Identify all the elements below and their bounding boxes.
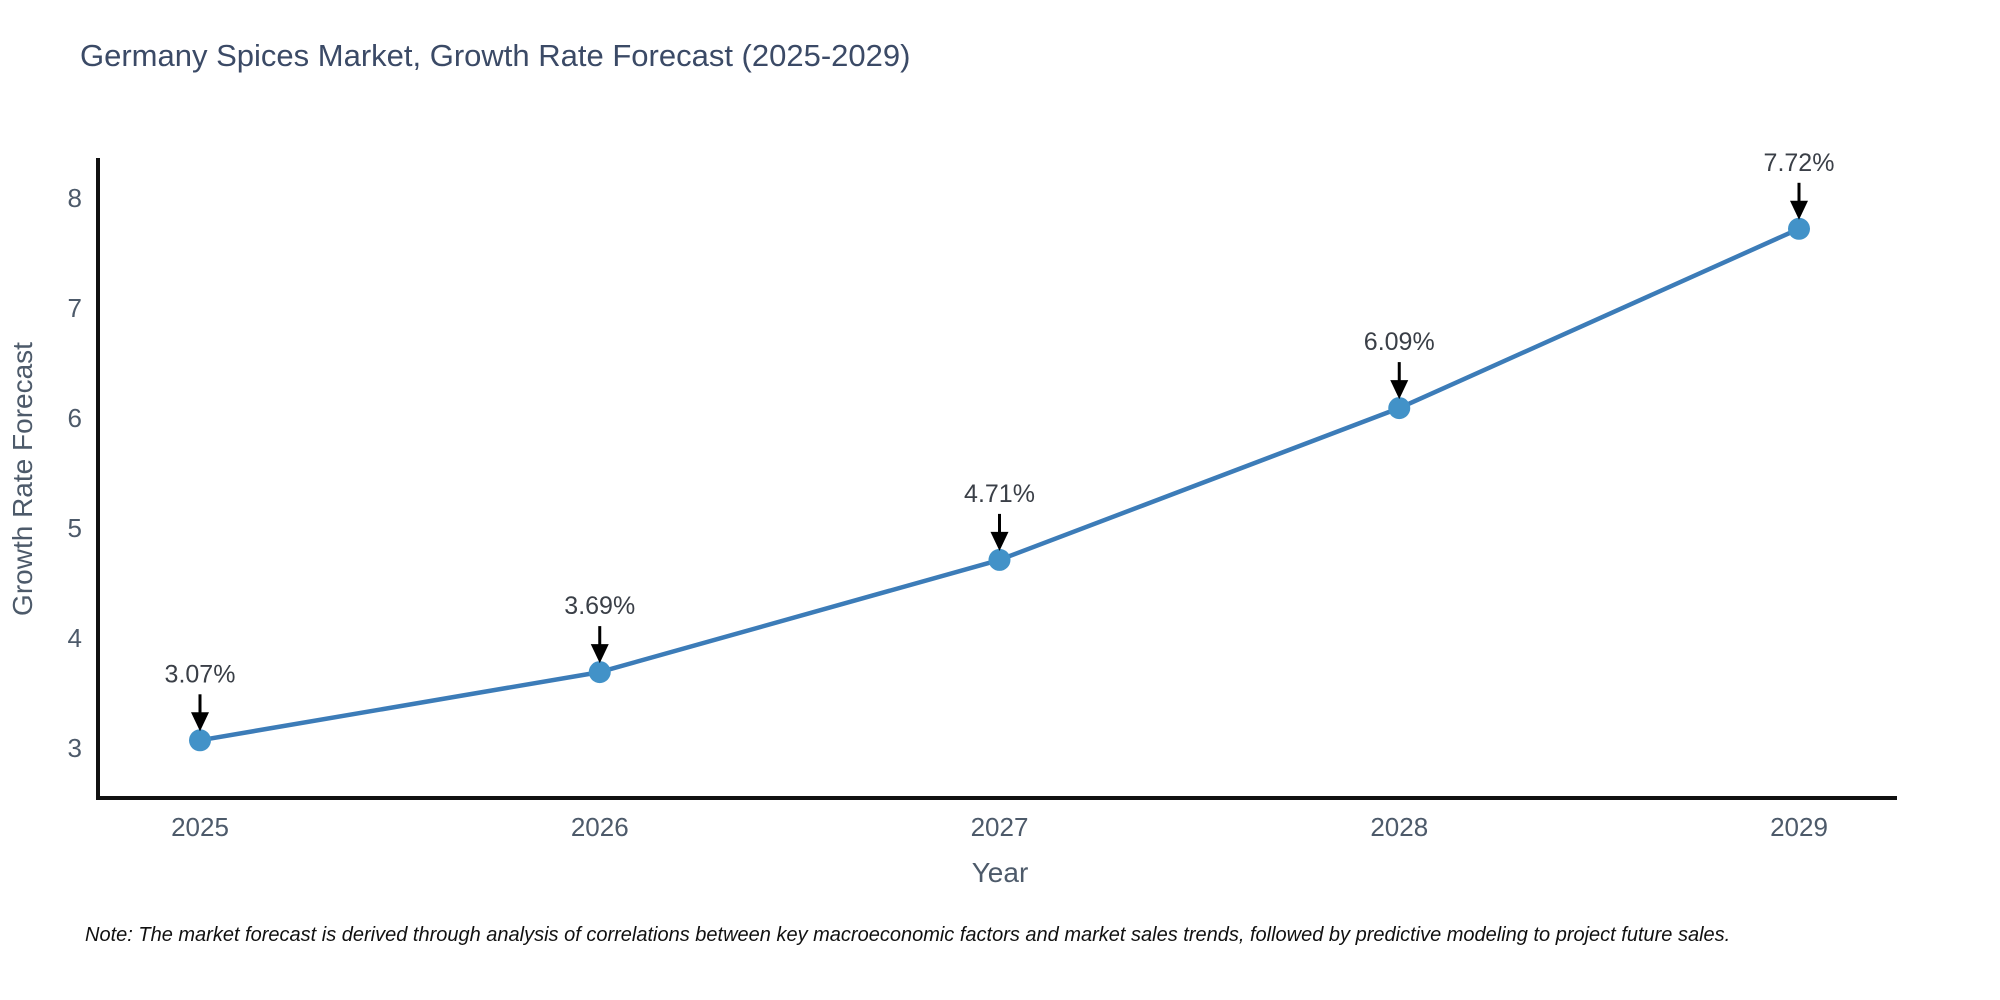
y-tick-label: 3 bbox=[68, 733, 82, 763]
x-tick-label: 2025 bbox=[171, 812, 229, 842]
annotation-arrowhead-icon bbox=[191, 712, 209, 732]
y-axis-title: Growth Rate Forecast bbox=[7, 342, 38, 616]
y-tick-label: 4 bbox=[68, 623, 82, 653]
annotation-arrowhead-icon bbox=[990, 531, 1009, 551]
x-axis-tick-labels: 2025 2026 2027 2028 2029 bbox=[171, 812, 1828, 842]
annotation-label: 7.72% bbox=[1764, 149, 1835, 177]
footnote: Note: The market forecast is derived thr… bbox=[85, 924, 1730, 946]
y-tick-label: 8 bbox=[68, 183, 82, 213]
x-tick-label: 2029 bbox=[1770, 812, 1828, 842]
data-point-marker bbox=[1388, 397, 1411, 420]
x-tick-label: 2028 bbox=[1370, 812, 1428, 842]
chart-title: Germany Spices Market, Growth Rate Forec… bbox=[80, 38, 910, 73]
data-point-marker bbox=[988, 548, 1011, 571]
data-point-marker bbox=[588, 661, 611, 684]
annotation-arrowhead-icon bbox=[1390, 380, 1409, 400]
x-tick-label: 2026 bbox=[571, 812, 629, 842]
x-tick-label: 2027 bbox=[971, 812, 1029, 842]
x-axis-title: Year bbox=[972, 857, 1029, 888]
data-point-markers bbox=[189, 217, 1810, 752]
annotation-label: 3.07% bbox=[165, 660, 236, 688]
annotation-arrowhead-icon bbox=[1790, 200, 1808, 220]
y-tick-label: 5 bbox=[68, 513, 82, 543]
y-axis-tick-labels: 3 4 5 6 7 8 bbox=[68, 183, 82, 763]
data-point-marker bbox=[1788, 217, 1810, 240]
annotation-arrowhead-icon bbox=[590, 644, 609, 664]
y-tick-label: 6 bbox=[68, 403, 82, 433]
annotation-label: 4.71% bbox=[964, 480, 1035, 508]
data-point-marker bbox=[189, 729, 211, 752]
annotation-label: 6.09% bbox=[1364, 328, 1435, 356]
annotation-label: 3.69% bbox=[564, 592, 635, 620]
y-tick-label: 7 bbox=[68, 293, 82, 323]
point-annotations: 3.07% 3.69% 4.71% 6.09% 7.72% bbox=[165, 149, 1835, 732]
